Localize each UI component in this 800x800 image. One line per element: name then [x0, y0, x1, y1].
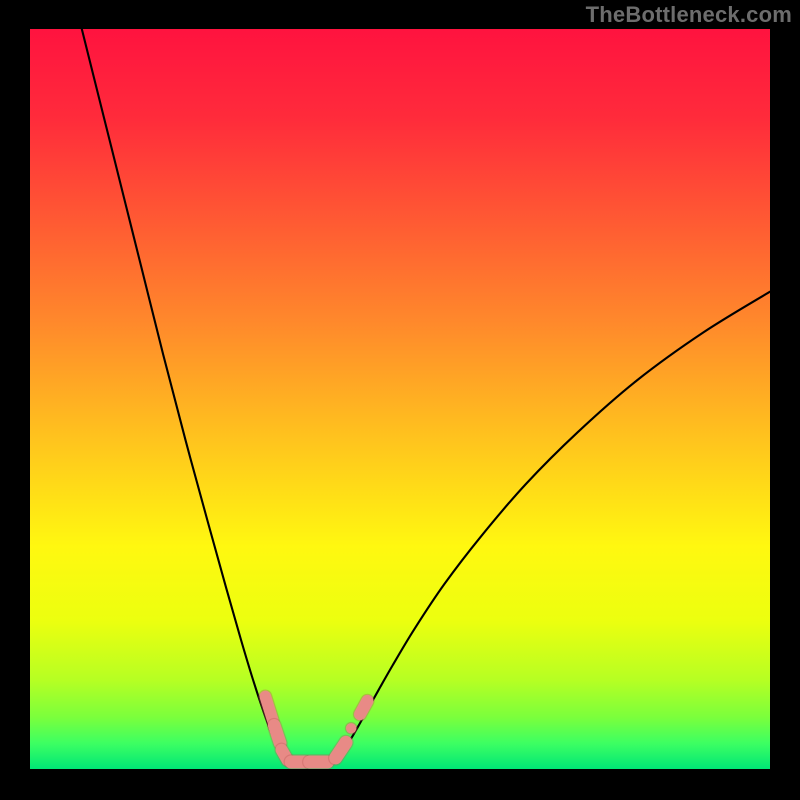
marker-1: [274, 725, 280, 743]
marker-5: [336, 742, 346, 758]
marker-0: [265, 696, 272, 720]
marker-7: [360, 701, 367, 714]
watermark-label: TheBottleneck.com: [586, 2, 792, 28]
bottleneck-chart: [30, 29, 770, 769]
chart-background: [30, 29, 770, 769]
